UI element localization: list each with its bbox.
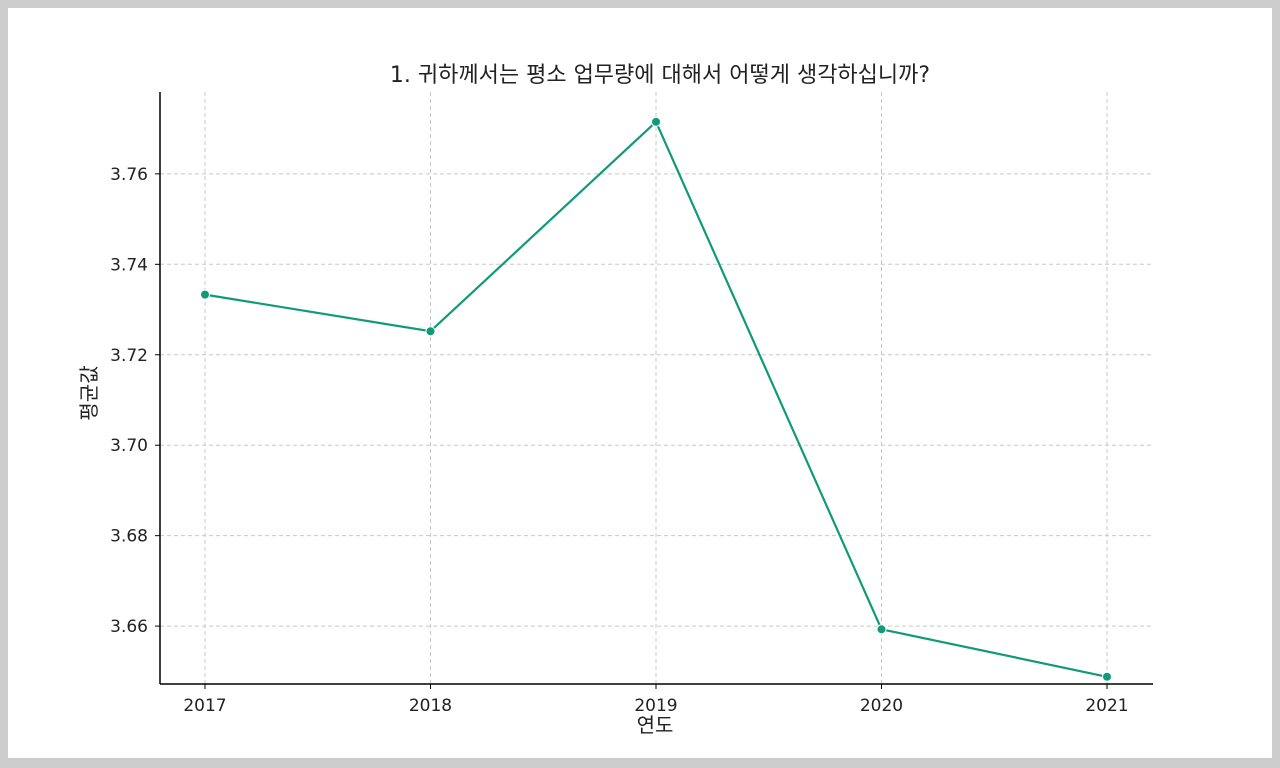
- x-tick-label: 2019: [634, 696, 677, 716]
- y-tick-label: 3.74: [110, 255, 148, 275]
- x-tick-label: 2020: [860, 696, 903, 716]
- y-axis-title: 평균값: [77, 365, 101, 420]
- chart-frame: 1. 귀하께서는 평소 업무량에 대해서 어떻게 생각하십니까? 3.66 3.6…: [8, 8, 1272, 758]
- data-point: [200, 289, 210, 300]
- y-tick-label: 3.70: [110, 436, 148, 456]
- y-ticks: 3.66 3.68 3.70 3.72 3.74 3.76: [110, 165, 160, 637]
- y-tick-label: 3.66: [110, 617, 148, 637]
- x-tick-label: 2021: [1085, 696, 1128, 716]
- chart-title: 1. 귀하께서는 평소 업무량에 대해서 어떻게 생각하십니까?: [390, 63, 930, 88]
- grid-lines: [160, 92, 1153, 684]
- x-ticks: 2017 2018 2019 2020 2021: [183, 684, 1129, 716]
- y-tick-label: 3.68: [110, 527, 148, 547]
- data-point: [1102, 671, 1112, 682]
- x-tick-label: 2018: [409, 696, 452, 716]
- series-layer: [200, 116, 1112, 682]
- y-tick-label: 3.72: [110, 346, 148, 366]
- x-tick-label: 2017: [183, 696, 226, 716]
- data-point: [425, 326, 436, 337]
- x-axis-title: 연도: [637, 713, 674, 737]
- line-chart: 1. 귀하께서는 평소 업무량에 대해서 어떻게 생각하십니까? 3.663.6…: [77, 63, 1153, 737]
- data-point: [651, 116, 661, 127]
- y-tick-label: 3.76: [110, 165, 148, 185]
- data-point: [876, 624, 887, 635]
